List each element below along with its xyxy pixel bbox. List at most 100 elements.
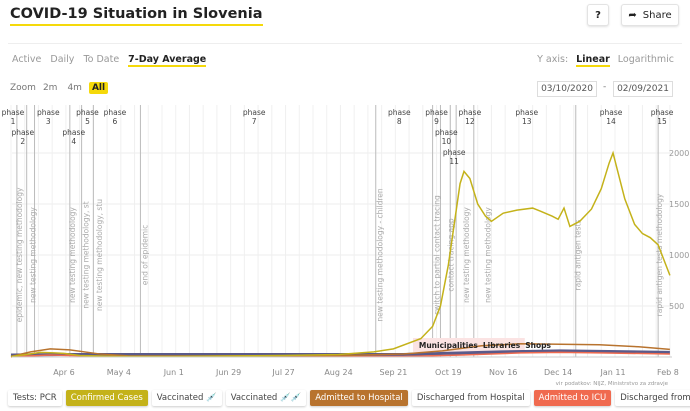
x-tick-label: Jul 27 — [271, 368, 294, 377]
x-tick-label: May 4 — [107, 368, 131, 377]
annotation-label: end of epidemic — [140, 225, 149, 285]
phase-label: phase — [443, 148, 466, 157]
share-icon: ➦ — [628, 9, 637, 21]
marker-label: Libraries — [483, 341, 521, 350]
marker-label: Municipalities — [419, 341, 479, 350]
phase-number: 12 — [465, 117, 475, 126]
tab-daily[interactable]: Daily — [50, 54, 75, 65]
phase-label: phase — [2, 108, 25, 117]
phase-number: 13 — [522, 117, 532, 126]
annotation-label: rapid antigen tests methodology — [655, 193, 664, 316]
legend-toggle-vaccinated[interactable]: Vaccinated 💉💉 — [225, 390, 307, 406]
x-tick-label: Aug 24 — [324, 368, 352, 377]
zoom-2m[interactable]: 2m — [42, 83, 58, 93]
annotation-label: epidemic, new testing methodology — [15, 187, 24, 322]
y-axis-logarithmic[interactable]: Logarithmic — [617, 54, 674, 65]
tab-to-date[interactable]: To Date — [83, 54, 120, 65]
series-line-admitted-to-icu — [10, 351, 670, 358]
data-source: vir podatkov: NIJZ, Ministrstvo za zdrav… — [555, 381, 668, 387]
phase-number: 8 — [397, 117, 402, 126]
phase-number: 11 — [449, 157, 459, 166]
x-tick-label: Jun 1 — [163, 368, 184, 377]
phase-number: 9 — [434, 117, 439, 126]
phase-label: phase — [76, 108, 99, 117]
x-tick-label: Jan 11 — [599, 368, 625, 377]
x-tick-label: Jun 29 — [215, 368, 241, 377]
y-axis-toggle: Y axis: Linear Logarithmic — [537, 54, 674, 67]
phase-number: 10 — [442, 137, 452, 146]
phase-number: 7 — [252, 117, 257, 126]
phase-label: phase — [104, 108, 127, 117]
tab-7-day-average[interactable]: 7-Day Average — [128, 54, 207, 67]
phase-label: phase — [600, 108, 623, 117]
series-line-admitted-to-hospital — [10, 342, 670, 358]
y-tick-label: 2000 — [669, 149, 689, 158]
date-separator: - — [603, 82, 607, 92]
legend-toggle-discharged-from-hospital[interactable]: Discharged from Hospital — [411, 390, 530, 406]
y-axis-linear[interactable]: Linear — [576, 54, 610, 67]
page-title: COVID-19 Situation in Slovenia — [10, 5, 263, 26]
y-tick-label: 1000 — [669, 251, 689, 260]
share-label: Share — [642, 9, 672, 21]
series-legend: Tests: PCR Confirmed Cases Vaccinated 💉 Vac… — [8, 390, 690, 406]
y-tick-label: 500 — [669, 302, 684, 311]
phase-label: phase — [11, 128, 34, 137]
legend-toggle-admitted-to-icu[interactable]: Admitted to ICU — [533, 390, 612, 406]
phase-label: phase — [243, 108, 266, 117]
annotation-label: new testing methodology - children — [376, 188, 385, 322]
zoom-all[interactable]: All — [88, 82, 109, 94]
annotation-label: rapid antigen tests — [574, 219, 583, 290]
y-tick-label: 1500 — [669, 200, 689, 209]
legend-toggle-vaccinated[interactable]: Vaccinated 💉 — [151, 390, 222, 406]
phase-label: phase — [435, 128, 458, 137]
divider — [8, 43, 682, 44]
phase-label: phase — [459, 108, 482, 117]
series-line-confirmed-cases — [10, 150, 671, 358]
annotation-label: new testing methodology, stu — [95, 199, 104, 311]
legend-toggle-discharged-from-icu[interactable]: Discharged from ICU — [615, 390, 690, 406]
zoom-controls: Zoom 2m 4m All — [10, 82, 109, 94]
x-tick-label: Apr 6 — [53, 368, 74, 377]
date-to-input[interactable]: 02/09/2021 — [613, 81, 673, 97]
legend-toggle-admitted-to-hospital[interactable]: Admitted to Hospital — [310, 390, 408, 406]
phase-number: 5 — [85, 117, 90, 126]
phase-number: 6 — [113, 117, 118, 126]
legend-toggle-tests-pcr[interactable]: Tests: PCR — [8, 390, 62, 406]
phase-label: phase — [425, 108, 448, 117]
x-tick-label: Nov 16 — [489, 368, 517, 377]
phase-number: 1 — [11, 117, 16, 126]
x-tick-label: Feb 8 — [657, 368, 679, 377]
share-button[interactable]: ➦ Share — [621, 4, 679, 26]
legend-toggle-confirmed-cases[interactable]: Confirmed Cases — [65, 390, 148, 406]
annotation-label: new testing methodology — [484, 207, 493, 303]
annotation-label: contact tracing app — [446, 218, 455, 292]
x-tick-label: Dec 14 — [544, 368, 572, 377]
phase-label: phase — [388, 108, 411, 117]
annotation-label: switch to partial contact tracing — [433, 195, 442, 315]
zoom-label: Zoom — [10, 83, 36, 93]
view-tabs: Active Daily To Date 7-Day Average — [12, 54, 207, 67]
help-button[interactable]: ? — [587, 4, 609, 26]
phase-number: 3 — [46, 117, 51, 126]
y-axis-label: Y axis: — [537, 54, 569, 65]
restriction-band — [413, 338, 525, 352]
tab-active[interactable]: Active — [12, 54, 42, 65]
annotation-label: new testing methodology — [29, 207, 38, 303]
annotation-label: new testing methodology — [462, 207, 471, 303]
phase-label: phase — [62, 128, 85, 137]
annotation-label: new testing methodology, st — [82, 201, 91, 308]
phase-label: phase — [515, 108, 538, 117]
date-from-input[interactable]: 03/10/2020 — [537, 81, 597, 97]
x-tick-label: Oct 19 — [435, 368, 462, 377]
cases-chart[interactable]: 500 1000 1500 2000 epidemic, new testing met… — [0, 100, 690, 380]
phase-number: 2 — [20, 137, 25, 146]
annotation-label: new testing methodology — [68, 207, 77, 303]
phase-label: phase — [37, 108, 60, 117]
phase-number: 15 — [657, 117, 667, 126]
phase-label: phase — [651, 108, 674, 117]
zoom-4m[interactable]: 4m — [67, 83, 82, 93]
phase-number: 4 — [71, 137, 76, 146]
x-tick-label: Sep 21 — [379, 368, 407, 377]
marker-label: Shops — [525, 341, 551, 350]
phase-number: 14 — [606, 117, 616, 126]
